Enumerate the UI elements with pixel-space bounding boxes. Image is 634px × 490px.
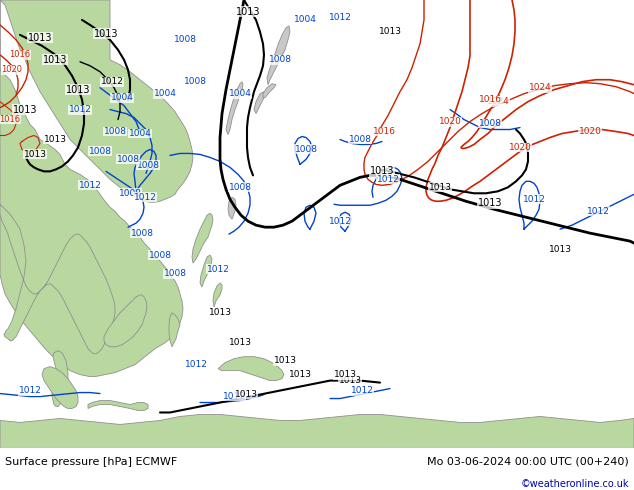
Text: 1012: 1012 xyxy=(351,386,373,395)
Text: 1004: 1004 xyxy=(294,15,316,24)
Text: 1013: 1013 xyxy=(273,356,297,365)
Text: 1008: 1008 xyxy=(174,35,197,45)
Text: 1024: 1024 xyxy=(529,83,552,92)
Text: Mo 03-06-2024 00:00 UTC (00+240): Mo 03-06-2024 00:00 UTC (00+240) xyxy=(427,457,629,466)
Polygon shape xyxy=(0,0,193,202)
Polygon shape xyxy=(169,313,180,347)
Text: 1008: 1008 xyxy=(349,135,372,144)
Text: 1008: 1008 xyxy=(295,145,318,154)
Text: 1012: 1012 xyxy=(522,195,545,204)
Text: 1016: 1016 xyxy=(0,115,20,124)
Text: 1004: 1004 xyxy=(129,129,152,138)
Text: 1012: 1012 xyxy=(68,105,91,114)
Text: 1008: 1008 xyxy=(119,189,141,198)
Text: 1013: 1013 xyxy=(13,104,37,115)
Text: 1013: 1013 xyxy=(429,183,451,192)
Text: 1008: 1008 xyxy=(117,155,139,164)
Polygon shape xyxy=(52,351,68,407)
Text: 1013: 1013 xyxy=(370,167,394,176)
Text: 1012: 1012 xyxy=(101,77,124,86)
Text: 1013: 1013 xyxy=(94,29,119,39)
Polygon shape xyxy=(213,283,222,307)
Text: 1008: 1008 xyxy=(89,147,112,156)
Text: 1013: 1013 xyxy=(288,370,311,379)
Text: 1024: 1024 xyxy=(487,97,509,106)
Polygon shape xyxy=(226,82,243,135)
Polygon shape xyxy=(200,255,212,287)
Text: 1013: 1013 xyxy=(42,55,67,65)
Text: 1004: 1004 xyxy=(229,89,252,98)
Text: 1020: 1020 xyxy=(508,143,531,152)
Polygon shape xyxy=(88,400,148,411)
Text: Surface pressure [hPa] ECMWF: Surface pressure [hPa] ECMWF xyxy=(5,457,178,466)
Text: 1012: 1012 xyxy=(79,181,101,190)
Text: 1008: 1008 xyxy=(228,183,252,192)
Text: 1013: 1013 xyxy=(28,33,52,43)
Text: 1013: 1013 xyxy=(44,135,67,144)
Text: 1012: 1012 xyxy=(377,175,399,184)
Text: 1012: 1012 xyxy=(586,207,609,216)
Text: 1008: 1008 xyxy=(136,161,160,170)
Polygon shape xyxy=(0,0,183,377)
Text: 1013: 1013 xyxy=(478,198,502,208)
Polygon shape xyxy=(218,357,284,381)
Text: 1013: 1013 xyxy=(228,338,252,347)
Text: 1013: 1013 xyxy=(548,245,571,254)
Text: 1012: 1012 xyxy=(18,386,41,395)
Text: 1008: 1008 xyxy=(148,250,172,260)
Text: 1008: 1008 xyxy=(103,127,127,136)
Text: 1004: 1004 xyxy=(110,93,133,102)
Polygon shape xyxy=(254,92,265,114)
Text: 1016: 1016 xyxy=(479,95,501,104)
Text: 1013: 1013 xyxy=(378,27,401,36)
Text: 1012: 1012 xyxy=(328,217,351,226)
Text: 1020: 1020 xyxy=(439,117,462,126)
Text: 1012: 1012 xyxy=(223,392,245,401)
Text: 1013: 1013 xyxy=(23,150,46,159)
Text: 1013: 1013 xyxy=(66,85,90,95)
Text: 1008: 1008 xyxy=(164,270,186,278)
Polygon shape xyxy=(228,197,236,219)
Text: 1012: 1012 xyxy=(134,193,157,202)
Text: 1008: 1008 xyxy=(131,229,153,238)
Polygon shape xyxy=(0,415,634,448)
Text: 1004: 1004 xyxy=(153,89,176,98)
Text: 1013: 1013 xyxy=(235,390,257,399)
Text: ©weatheronline.co.uk: ©weatheronline.co.uk xyxy=(521,479,629,489)
Text: 1020: 1020 xyxy=(1,65,22,74)
Polygon shape xyxy=(263,84,276,98)
Polygon shape xyxy=(0,204,115,354)
Text: 1008: 1008 xyxy=(479,119,501,128)
Polygon shape xyxy=(42,367,78,409)
Text: 1016: 1016 xyxy=(373,127,396,136)
Text: 1008: 1008 xyxy=(183,77,207,86)
Text: 1013: 1013 xyxy=(236,7,260,17)
Text: 1008: 1008 xyxy=(269,55,292,64)
Text: 1012: 1012 xyxy=(328,13,351,23)
Text: 1013: 1013 xyxy=(339,376,361,385)
Text: 1020: 1020 xyxy=(579,127,602,136)
Text: 1012: 1012 xyxy=(184,360,207,369)
Text: 1013: 1013 xyxy=(333,370,356,379)
Text: 1016: 1016 xyxy=(10,50,30,59)
Text: 1013: 1013 xyxy=(209,308,231,318)
Polygon shape xyxy=(192,213,213,263)
Text: 1012: 1012 xyxy=(207,265,230,273)
Polygon shape xyxy=(267,26,290,85)
Polygon shape xyxy=(104,295,147,347)
